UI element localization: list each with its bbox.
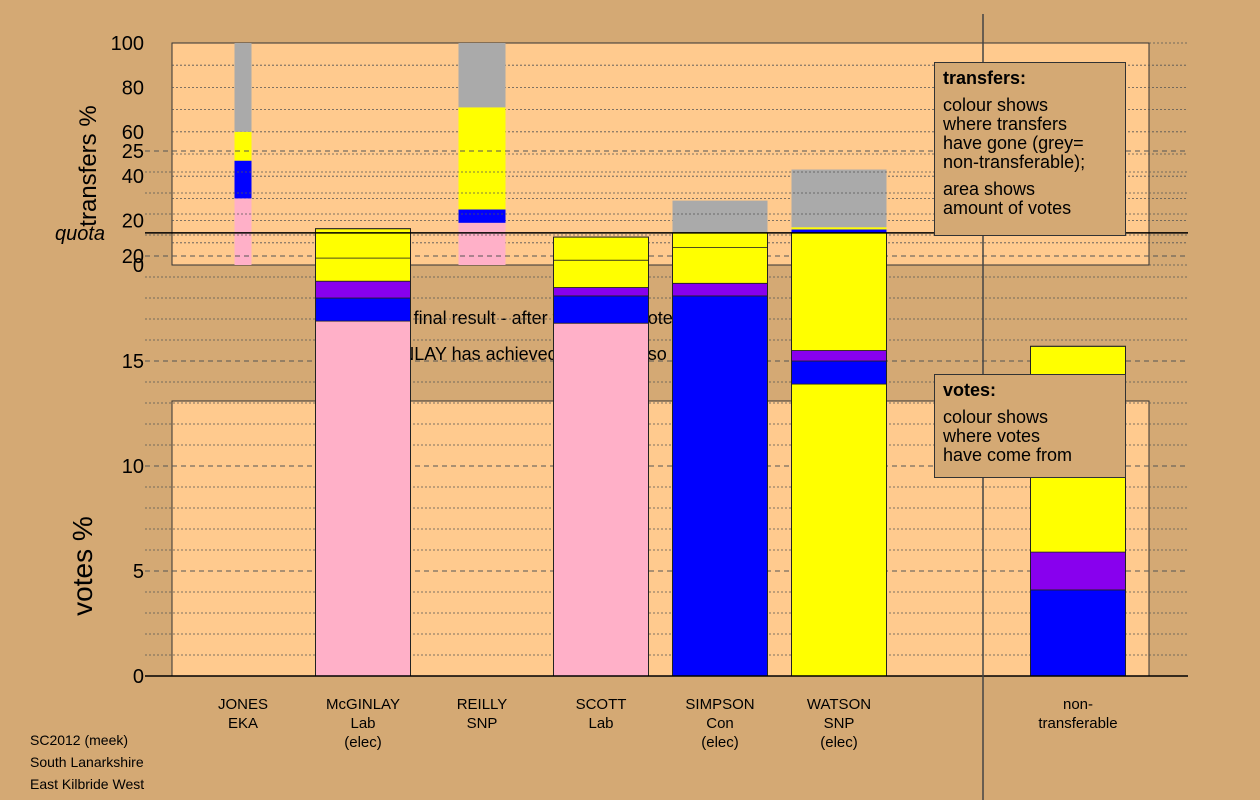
- votes-y-axis-label: votes %: [67, 516, 98, 616]
- candidate-name-label: SCOTT: [576, 696, 627, 713]
- votes-bar-segment: [1030, 589, 1126, 677]
- nontransferable-label: transferable: [1038, 715, 1117, 732]
- transfers-bar-segment: [234, 131, 252, 161]
- candidate-party-label: EKA: [228, 715, 258, 732]
- transfers-y-tick-label: 100: [111, 33, 144, 55]
- candidate-party-label: Lab: [588, 715, 613, 732]
- votes-bar-segment: [672, 247, 768, 284]
- transfers-y-tick-label: 40: [122, 166, 144, 188]
- transfers-bar-segment: [672, 200, 768, 237]
- votes-bar-segment: [791, 232, 887, 351]
- votes-bar-segment: [672, 295, 768, 677]
- candidate-status-label: (elec): [820, 734, 858, 751]
- footer-line-ward: East Kilbride West: [30, 776, 145, 792]
- transfers-bar-segment: [458, 222, 506, 265]
- votes-y-tick-label: 5: [133, 561, 144, 583]
- candidate-party-label: SNP: [824, 715, 855, 732]
- votes-y-tick-label: 10: [122, 456, 144, 478]
- candidate-name-label: REILLY: [457, 696, 508, 713]
- transfers-legend-area-text: area shows amount of votes: [943, 179, 1072, 218]
- footer-line-system: SC2012 (meek): [30, 732, 129, 748]
- votes-legend-title: votes:: [943, 380, 997, 400]
- votes-legend: votes: colour shows where votes have com…: [934, 374, 1126, 478]
- transfers-legend-title: transfers:: [943, 68, 1027, 88]
- votes-y-tick-label: 20: [122, 246, 144, 268]
- transfers-bar-segment: [458, 43, 506, 108]
- votes-legend-text: colour shows where votes have come from: [943, 407, 1073, 465]
- votes-bar-segment: [1030, 551, 1126, 591]
- transfers-legend: transfers: colour shows where transfers …: [934, 62, 1126, 236]
- votes-bar-segment: [315, 280, 411, 299]
- votes-bar-segment: [553, 236, 649, 261]
- candidate-name-label: SIMPSON: [685, 696, 754, 713]
- votes-bar-segment: [553, 322, 649, 677]
- candidate-name-label: McGINLAY: [326, 696, 400, 713]
- candidate-status-label: (elec): [344, 734, 382, 751]
- transfers-bar-segment: [234, 198, 252, 265]
- votes-bar-segment: [553, 287, 649, 297]
- votes-y-tick-label: 0: [133, 666, 144, 688]
- transfers-y-tick-label: 20: [122, 211, 144, 233]
- transfers-y-tick-label: 0: [133, 255, 144, 277]
- transfers-bar-segment: [234, 43, 252, 132]
- candidate-party-label: SNP: [467, 715, 498, 732]
- votes-bar-segment: [553, 295, 649, 324]
- transfers-bar-segment: [791, 227, 887, 230]
- footer: SC2012 (meek) South Lanarkshire East Kil…: [30, 729, 144, 795]
- footer-line-council: South Lanarkshire: [30, 754, 144, 770]
- votes-bar-segment: [315, 257, 411, 282]
- transfers-bar-segment: [234, 160, 252, 199]
- votes-bar-segment: [553, 259, 649, 288]
- votes-bar-segment: [672, 282, 768, 297]
- transfers-y-axis-label: transfers %: [75, 105, 102, 226]
- transfers-legend-text: colour shows where transfers have gone (…: [943, 95, 1086, 172]
- votes-bar-segment: [315, 297, 411, 322]
- candidate-name-label: WATSON: [807, 696, 871, 713]
- votes-bar-segment: [791, 360, 887, 385]
- quota-label: quota: [55, 223, 105, 245]
- votes-y-tick-label: 15: [122, 351, 144, 373]
- candidate-name-label: JONES: [218, 696, 268, 713]
- votes-y-tick-label: 25: [122, 141, 144, 163]
- votes-bar-segment: [791, 383, 887, 677]
- transfers-y-tick-label: 80: [122, 77, 144, 99]
- nontransferable-label: non-: [1063, 696, 1093, 713]
- transfers-y-tick-label: 60: [122, 122, 144, 144]
- candidate-status-label: (elec): [701, 734, 739, 751]
- transfers-bar-segment: [458, 107, 506, 210]
- candidate-party-label: Lab: [350, 715, 375, 732]
- transfers-bar-segment: [791, 169, 887, 228]
- candidate-party-label: Con: [706, 715, 734, 732]
- votes-bar-segment: [315, 320, 411, 677]
- votes-bar-segment: [791, 350, 887, 362]
- transfers-bar-segment: [458, 209, 506, 223]
- votes-bar-segment: [672, 232, 768, 248]
